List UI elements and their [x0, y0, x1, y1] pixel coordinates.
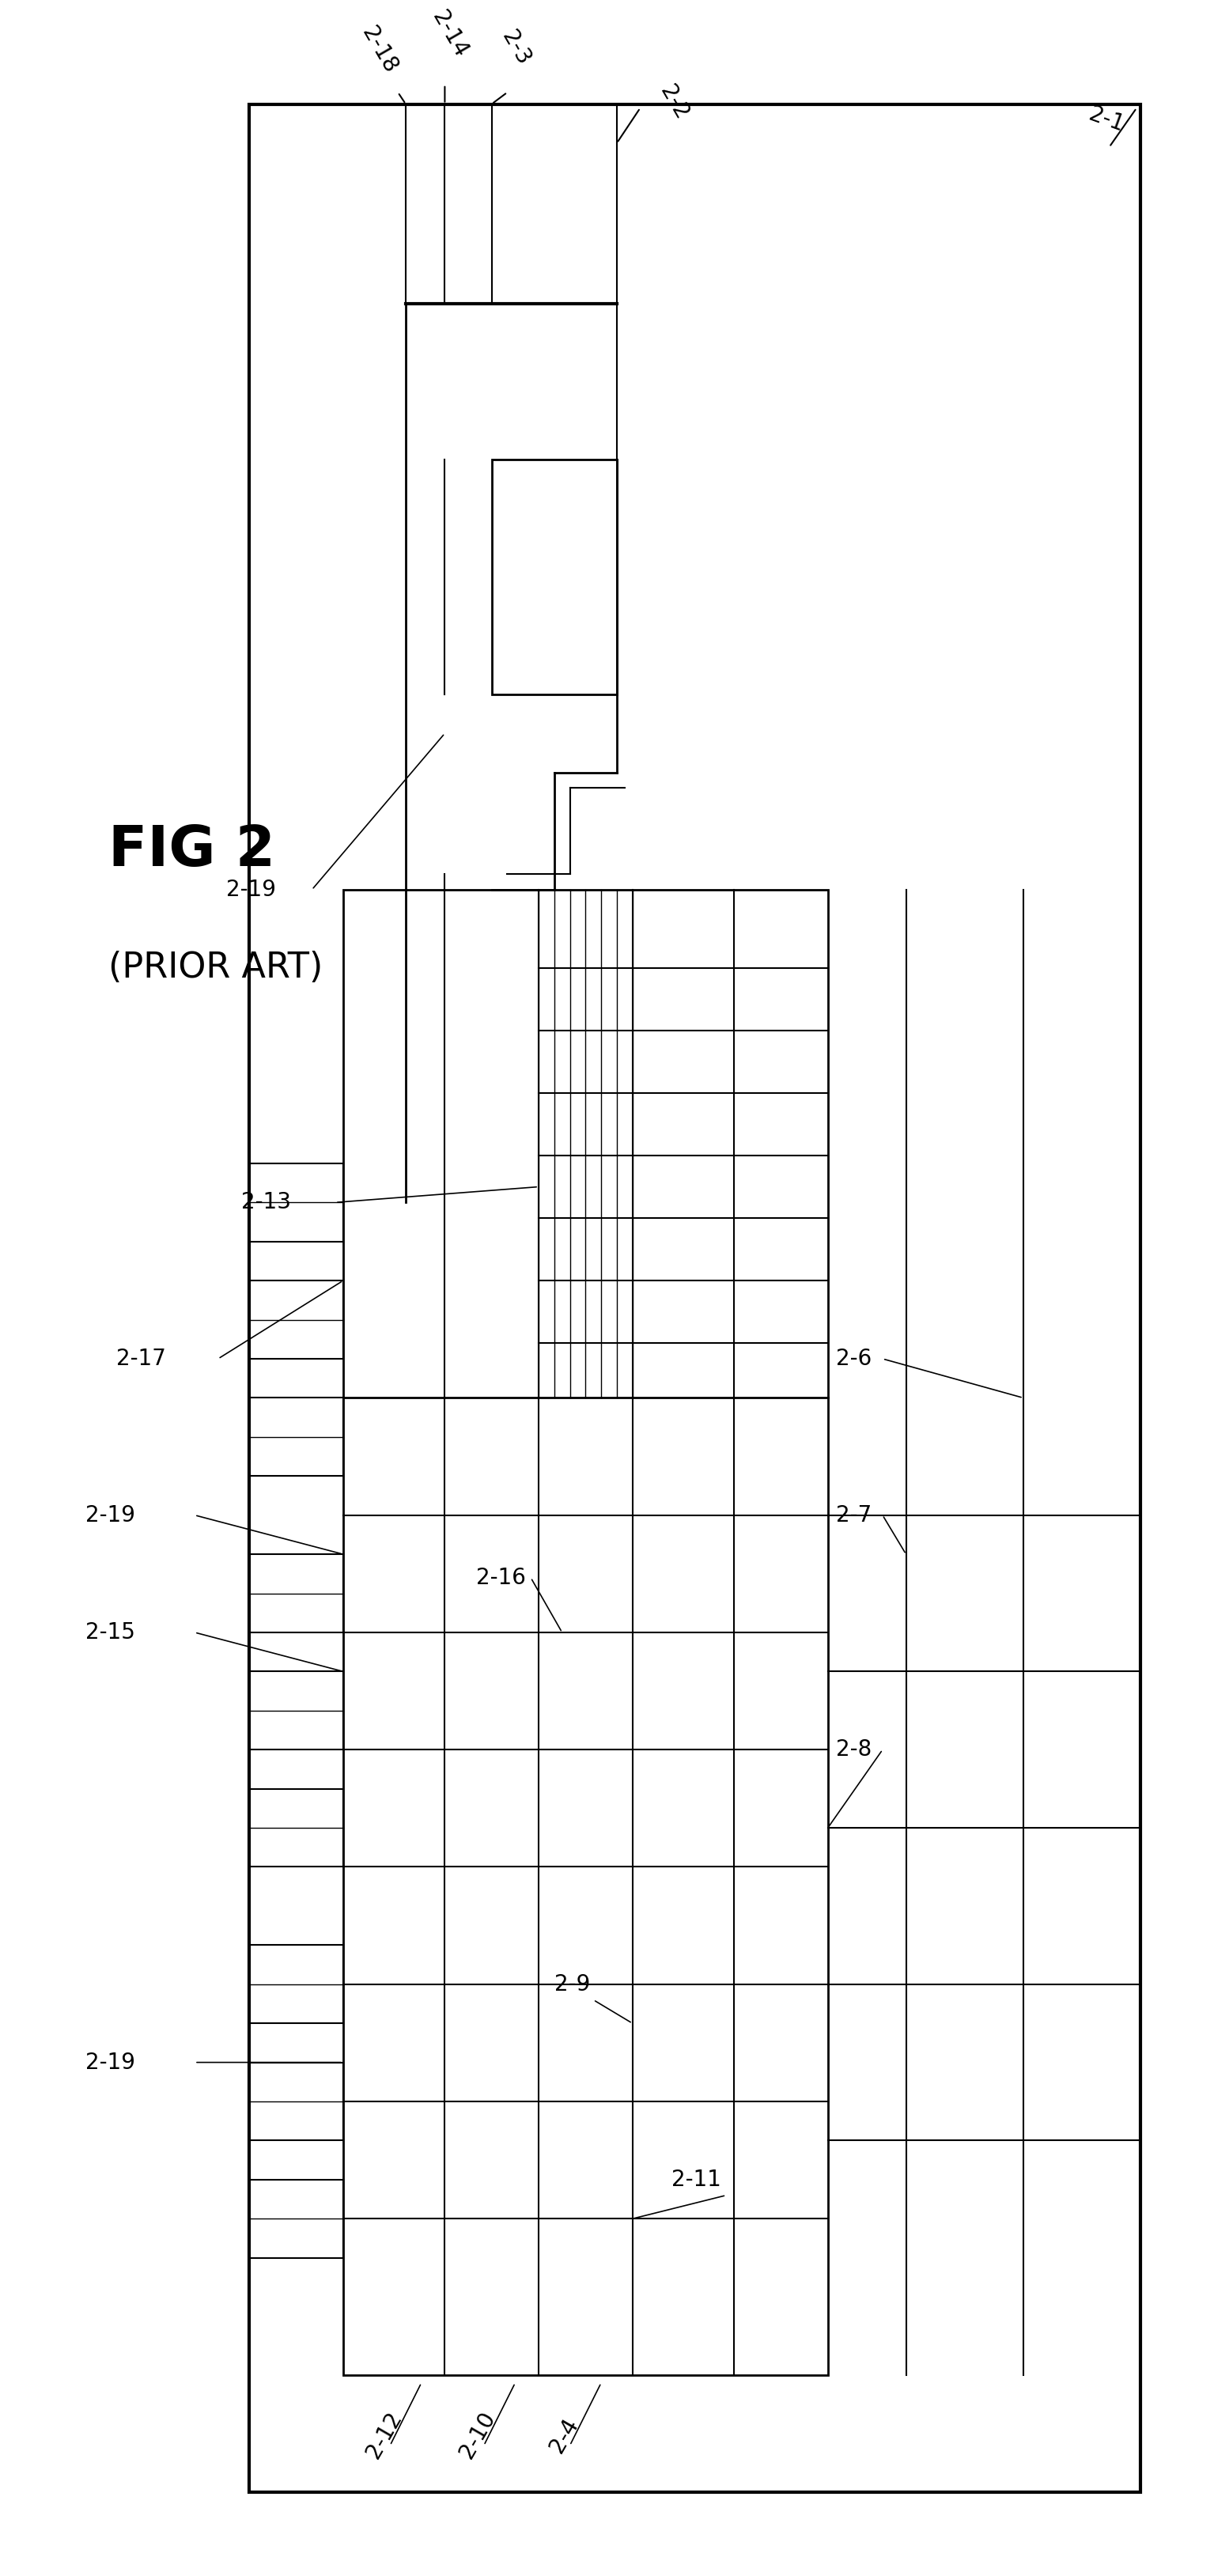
Text: 2-11: 2-11 — [671, 2169, 721, 2190]
Text: 2-8: 2-8 — [835, 1739, 872, 1762]
Bar — [249, 1164, 344, 1242]
Text: 2-10: 2-10 — [455, 2409, 500, 2463]
Text: (PRIOR ART): (PRIOR ART) — [108, 951, 323, 984]
Text: 2-17: 2-17 — [117, 1347, 166, 1370]
Text: 2-19: 2-19 — [226, 878, 276, 902]
Bar — [249, 1280, 344, 1358]
Text: 2-7: 2-7 — [835, 1504, 872, 1525]
Text: 2-13: 2-13 — [242, 1190, 291, 1213]
Bar — [249, 1788, 344, 1868]
Text: 2-4: 2-4 — [545, 2414, 583, 2458]
Text: 2-14: 2-14 — [427, 8, 472, 62]
Bar — [492, 459, 617, 696]
Text: 2-19: 2-19 — [85, 1504, 135, 1525]
Text: 2-16: 2-16 — [476, 1566, 526, 1589]
Bar — [249, 1399, 344, 1476]
Text: 2-2: 2-2 — [656, 82, 693, 124]
Text: 2-15: 2-15 — [85, 1620, 135, 1643]
Bar — [344, 889, 828, 2375]
Text: 2-9: 2-9 — [555, 1973, 590, 1996]
Text: 2-3: 2-3 — [498, 26, 534, 70]
Text: 2-12: 2-12 — [362, 2409, 405, 2463]
Text: 2-18: 2-18 — [357, 23, 402, 77]
Text: FIG 2: FIG 2 — [108, 824, 276, 878]
Text: 2-1: 2-1 — [1085, 103, 1127, 137]
Bar — [249, 2179, 344, 2257]
Text: 2-19: 2-19 — [85, 2050, 135, 2074]
Bar — [249, 103, 1140, 2494]
Bar — [249, 1672, 344, 1749]
Bar — [249, 1553, 344, 1633]
Bar — [249, 2063, 344, 2141]
Bar — [249, 1945, 344, 2022]
Text: 2-6: 2-6 — [835, 1347, 872, 1370]
